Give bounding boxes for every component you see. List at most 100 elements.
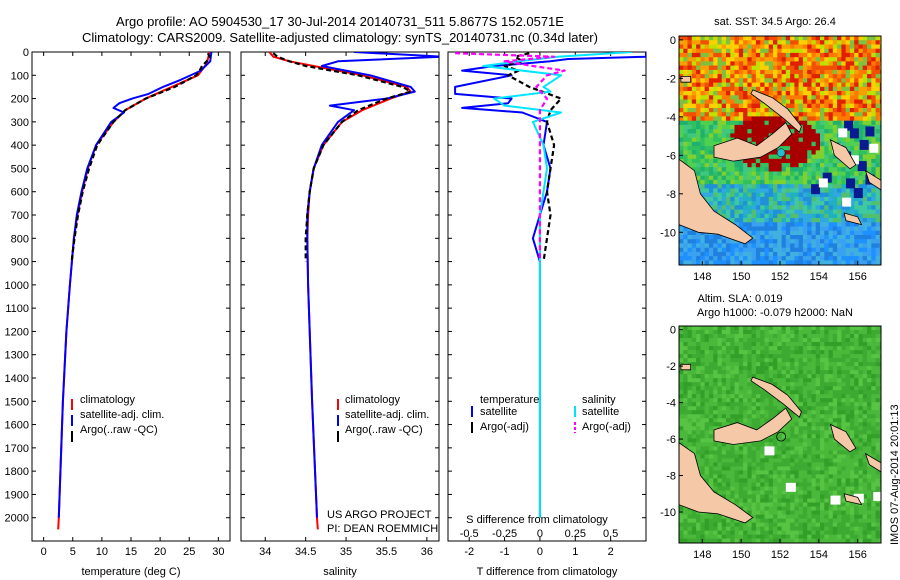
y-tick-label: 1800	[5, 466, 29, 478]
y-tick-label: 1700	[5, 443, 29, 455]
s-tick-label: -0.5	[460, 528, 479, 540]
y-tick-label: 0	[23, 47, 29, 59]
cold-pixel	[844, 120, 854, 131]
map-y-tick-label: -6	[666, 434, 676, 446]
y-tick-label: 200	[11, 94, 29, 106]
y-tick-label: 300	[11, 117, 29, 129]
x-tick-label: -2	[464, 546, 474, 558]
y-tick-label: 1900	[5, 489, 29, 501]
x-axis-label: salinity	[323, 566, 357, 578]
series-group	[268, 52, 439, 530]
map-x-tick-label: 150	[732, 271, 750, 283]
land-mass	[679, 442, 754, 524]
land-mass	[843, 212, 863, 226]
legend-label-argo: Argo(..raw -QC)	[80, 424, 158, 436]
map-y-tick-label: -6	[666, 150, 676, 162]
y-tick-label: 600	[11, 187, 29, 199]
credit-project: US ARGO PROJECT	[327, 509, 432, 521]
cold-pixel	[853, 188, 863, 199]
y-tick-label: 500	[11, 163, 29, 175]
x-tick-label: 0	[41, 546, 47, 558]
map-x-tick-label: 148	[693, 271, 711, 283]
series-line-satellite-adj-clim	[306, 52, 439, 518]
map-field	[679, 36, 881, 265]
legend-label-s-satellite: satellite	[582, 406, 619, 418]
legend-label-climatology: climatology	[345, 394, 401, 406]
missing-pixel	[853, 493, 864, 503]
timestamp-watermark: IMOS 07-Aug-2014 20:01:13	[889, 404, 900, 545]
x-axis-label: T difference from climatology	[477, 566, 618, 578]
x-tick-label: -1	[500, 546, 510, 558]
map-y-tick-label: -4	[666, 112, 676, 124]
s-tick-label: -0.25	[492, 528, 517, 540]
x-tick-label: 25	[183, 546, 195, 558]
x-tick-label: 10	[96, 546, 108, 558]
legend-label-climatology: climatology	[80, 394, 136, 406]
x-tick-label: 2	[608, 546, 614, 558]
x-tick-label: 0	[537, 546, 543, 558]
x-tick-label: 35	[340, 546, 352, 558]
cold-pixel	[822, 172, 832, 183]
s-tick-label: 0.25	[565, 528, 586, 540]
map-x-tick-label: 154	[810, 271, 828, 283]
missing-pixel	[830, 495, 841, 505]
figure-title-line1: Argo profile: AO 5904530_17 30-Jul-2014 …	[116, 14, 564, 29]
y-tick-label: 900	[11, 257, 29, 269]
x-tick-label: 15	[125, 546, 137, 558]
legend-label-argo: Argo(..raw -QC)	[345, 424, 423, 436]
y-tick-label: 1500	[5, 396, 29, 408]
land-mass	[713, 407, 793, 445]
float-marker	[776, 431, 787, 442]
figure-title-line2: Climatology: CARS2009. Satellite-adjuste…	[82, 30, 598, 45]
x-tick-label: 34	[259, 546, 271, 558]
temperature-panel: 0 5 10 15 20 25 300100200300400500600700800900…	[5, 47, 231, 578]
missing-pixel	[785, 482, 796, 492]
y-tick-label: 700	[11, 210, 29, 222]
map-x-tick-label: 148	[693, 549, 711, 561]
credit-pi: PI: DEAN ROEMMICH	[327, 523, 438, 535]
y-tick-label: 2000	[5, 513, 29, 525]
cold-pixel	[811, 184, 821, 195]
x-axis-label-top: S difference from climatology	[466, 514, 608, 526]
cold-pixel	[865, 126, 875, 137]
legend-label-t-satellite: satellite	[480, 406, 517, 418]
map-x-tick-label: 150	[732, 549, 750, 561]
series-group	[57, 52, 213, 530]
map-x-tick-label: 156	[849, 271, 867, 283]
map-y-tick-label: -2	[666, 361, 676, 373]
y-tick-label: 1600	[5, 420, 29, 432]
land-mass	[750, 89, 802, 133]
map-x-tick-label: 152	[771, 271, 789, 283]
series-line-t-argo-adj	[503, 52, 563, 262]
y-tick-label: 1400	[5, 373, 29, 385]
y-tick-label: 1000	[5, 280, 29, 292]
difference-panel: -2 -1 0 1 2 T difference from climatology S di…	[447, 51, 647, 578]
s-tick-label: 0.5	[603, 528, 618, 540]
land-mass	[680, 363, 692, 371]
x-axis-label: temperature (deg C)	[81, 566, 180, 578]
missing-pixel	[873, 491, 881, 501]
y-tick-label: 1200	[5, 326, 29, 338]
land-mass	[829, 423, 857, 453]
series-line-argo-raw-qc	[272, 52, 412, 262]
missing-pixel	[764, 446, 775, 456]
map-y-tick-label: -4	[666, 398, 676, 410]
y-tick-label: 1300	[5, 350, 29, 362]
land-mass	[829, 139, 857, 170]
sla-map-title-line1: Altim. SLA: 0.019	[698, 293, 783, 305]
x-tick-label: 20	[154, 546, 166, 558]
profile-plots: 0 5 10 15 20 25 300100200300400500600700800900…	[5, 47, 647, 578]
map-y-tick-label: -8	[666, 189, 676, 201]
land-mass	[864, 452, 881, 473]
s-tick-label: 0	[537, 528, 543, 540]
x-tick-label: 36	[421, 546, 433, 558]
missing-pixel	[842, 197, 852, 207]
cold-pixel	[857, 161, 867, 172]
map-x-tick-label: 152	[771, 549, 789, 561]
legend-difference-panel: temperature salinity satellite Argo(-adj…	[471, 394, 631, 433]
plot-frame	[31, 51, 231, 542]
cold-pixel	[849, 128, 859, 139]
legend-temperature-panel: climatology satellite-adj. clim. Argo(..…	[71, 394, 164, 442]
missing-pixel	[838, 128, 848, 138]
